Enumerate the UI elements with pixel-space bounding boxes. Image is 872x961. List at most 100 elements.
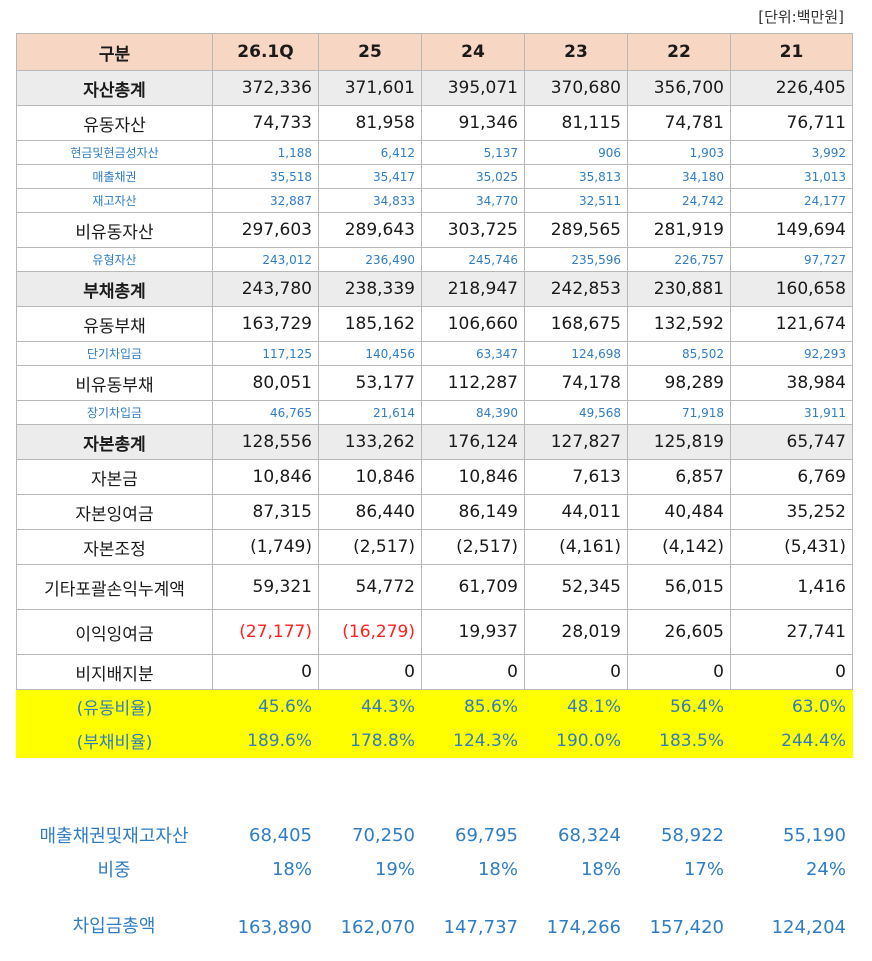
- cell-value: 289,643: [318, 212, 422, 248]
- cell-value: 356,700: [627, 70, 731, 106]
- cell-value: 906: [524, 140, 628, 165]
- cell-value: 178.8%: [318, 723, 422, 758]
- cell-value: 124,698: [524, 341, 628, 366]
- cell-value: 81,958: [318, 105, 422, 141]
- row-label: 매출채권: [16, 164, 213, 189]
- cell-value: 24,742: [627, 188, 731, 213]
- supplementary-row: 비중 18% 19% 18% 18% 17% 24%: [16, 852, 852, 886]
- cell-value: 31,013: [730, 164, 853, 189]
- cell-value: 56,015: [627, 564, 731, 610]
- cell-value: 0: [421, 654, 525, 690]
- cell-value: 183.5%: [627, 723, 731, 758]
- cell-value: 235,596: [524, 247, 628, 272]
- cell-value: 0: [730, 654, 853, 690]
- cell-value: (5,431): [730, 529, 853, 565]
- cell-value: (2,517): [421, 529, 525, 565]
- cell-value: 46,765: [212, 400, 319, 425]
- cell-value: 35,252: [730, 494, 853, 530]
- supplementary-row: 차입금총액 163,890 162,070 147,737 174,266 157,420…: [16, 886, 852, 942]
- table-row: 부채총계 243,780 238,339 218,947 242,853 230,881 1…: [16, 271, 853, 307]
- cell-value: 44.3%: [318, 689, 422, 724]
- cell-value: 372,336: [212, 70, 319, 106]
- header-period: 22: [627, 33, 731, 71]
- cell-value: 19,937: [421, 609, 525, 655]
- row-label: 기타포괄손익누계액: [16, 564, 213, 610]
- table-row: 유동자산 74,733 81,958 91,346 81,115 74,781 76,711: [16, 105, 853, 141]
- table-row: 기타포괄손익누계액 59,321 54,772 61,709 52,345 56,015 1…: [16, 564, 853, 610]
- table-row: 현금및현금성자산 1,188 6,412 5,137 906 1,903 3,992: [16, 140, 853, 165]
- cell-value: 125,819: [627, 424, 731, 460]
- cell-value: 54,772: [318, 564, 422, 610]
- cell-value: 59,321: [212, 564, 319, 610]
- cell-value: 68,324: [558, 824, 621, 846]
- cell-value: 185,162: [318, 306, 422, 342]
- cell-value: 176,124: [421, 424, 525, 460]
- table-row: (유동비율) 45.6% 44.3% 85.6% 48.1% 56.4% 63.0%: [16, 689, 853, 724]
- cell-value: 163,729: [212, 306, 319, 342]
- cell-value: 74,178: [524, 365, 628, 401]
- row-label: 비중: [97, 860, 131, 881]
- cell-value: 71,918: [627, 400, 731, 425]
- header-period: 24: [421, 33, 525, 71]
- cell-value: 6,412: [318, 140, 422, 165]
- cell-value: 112,287: [421, 365, 525, 401]
- cell-value: 32,887: [212, 188, 319, 213]
- cell-value: 40,484: [627, 494, 731, 530]
- cell-value: 19%: [374, 858, 415, 880]
- table-row: 자본금 10,846 10,846 10,846 7,613 6,857 6,769: [16, 459, 853, 495]
- cell-value: 5,137: [421, 140, 525, 165]
- row-label: 자본총계: [16, 424, 213, 460]
- cell-value: 7,613: [524, 459, 628, 495]
- row-label: 부채총계: [16, 271, 213, 307]
- cell-value: 10,846: [421, 459, 525, 495]
- cell-value: 58,922: [661, 824, 724, 846]
- row-label: (유동비율): [16, 689, 213, 724]
- cell-value: 289,565: [524, 212, 628, 248]
- row-label: 차입금총액: [72, 916, 156, 937]
- cell-value: 86,149: [421, 494, 525, 530]
- cell-value: 32,511: [524, 188, 628, 213]
- cell-value: 168,675: [524, 306, 628, 342]
- cell-value: 117,125: [212, 341, 319, 366]
- cell-value: 63,347: [421, 341, 525, 366]
- row-label: 유동부채: [16, 306, 213, 342]
- cell-value: 132,592: [627, 306, 731, 342]
- cell-value: 74,733: [212, 105, 319, 141]
- cell-value: 3,992: [730, 140, 853, 165]
- cell-value: 189.6%: [212, 723, 319, 758]
- table-row: 매출채권 35,518 35,417 35,025 35,813 34,180 31,013: [16, 164, 853, 189]
- row-label: 자본잉여금: [16, 494, 213, 530]
- cell-value: 0: [212, 654, 319, 690]
- cell-value: (4,161): [524, 529, 628, 565]
- cell-value: 24%: [805, 858, 846, 880]
- balance-sheet-table: 구분 26.1Q 25 24 23 22 21 자산총계 372,336 371,6…: [16, 33, 853, 758]
- cell-value: 1,416: [730, 564, 853, 610]
- table-row: 비유동자산 297,603 289,643 303,725 289,565 281,919…: [16, 212, 853, 248]
- cell-value: 31,911: [730, 400, 853, 425]
- cell-value: 106,660: [421, 306, 525, 342]
- cell-value: 98,289: [627, 365, 731, 401]
- cell-value: 81,115: [524, 105, 628, 141]
- cell-value: 1,903: [627, 140, 731, 165]
- cell-value: 18%: [580, 858, 621, 880]
- cell-value: 244.4%: [730, 723, 853, 758]
- cell-value: 35,417: [318, 164, 422, 189]
- table-row: 비지배지분 0 0 0 0 0 0: [16, 654, 853, 690]
- row-label: 재고자산: [16, 188, 213, 213]
- cell-value: 395,071: [421, 70, 525, 106]
- cell-value: 34,833: [318, 188, 422, 213]
- cell-value: 55,190: [783, 824, 846, 846]
- cell-value: 44,011: [524, 494, 628, 530]
- table-row: 장기차입금 46,765 21,614 84,390 49,568 71,918 31,91…: [16, 400, 853, 425]
- cell-value: 18%: [271, 858, 312, 880]
- cell-value: 140,456: [318, 341, 422, 366]
- cell-value: 48.1%: [524, 689, 628, 724]
- cell-value: 69,795: [455, 824, 518, 846]
- cell-value: 162,070: [340, 917, 415, 938]
- cell-value: 10,846: [318, 459, 422, 495]
- table-row: 유동부채 163,729 185,162 106,660 168,675 132,592 1…: [16, 306, 853, 342]
- cell-value: 49,568: [524, 400, 628, 425]
- table-row: (부채비율) 189.6% 178.8% 124.3% 190.0% 183.5% 244.…: [16, 723, 853, 758]
- cell-value: 63.0%: [730, 689, 853, 724]
- cell-value: 190.0%: [524, 723, 628, 758]
